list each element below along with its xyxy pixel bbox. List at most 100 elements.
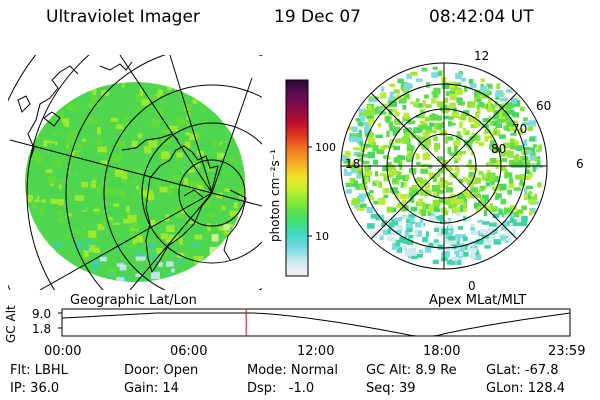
apex-lat-80: 80: [491, 142, 506, 156]
apex-aurora-speck: [453, 140, 461, 146]
apex-aurora-speck: [504, 117, 512, 121]
geo-aurora-speck: [157, 162, 166, 169]
geo-aurora-speck: [207, 213, 215, 218]
apex-aurora-speck: [528, 196, 535, 203]
geo-aurora-speck: [44, 262, 50, 267]
apex-aurora-speck: [480, 91, 485, 99]
apex-aurora-speck: [476, 108, 481, 115]
apex-aurora-speck: [493, 239, 502, 245]
apex-aurora-speck: [377, 198, 386, 205]
geo-aurora-speck: [122, 82, 126, 89]
geo-aurora-speck: [97, 126, 101, 135]
apex-aurora-speck: [398, 162, 403, 167]
apex-aurora-speck: [408, 247, 417, 254]
geo-aurora-image: [25, 82, 245, 282]
apex-aurora-speck: [437, 244, 444, 250]
apex-aurora-speck: [429, 243, 434, 247]
geo-aurora-speck: [129, 184, 133, 189]
apex-aurora-speck: [447, 146, 452, 154]
geo-aurora-speck: [233, 202, 238, 209]
apex-aurora-speck: [520, 181, 525, 186]
geo-aurora-speck: [67, 103, 74, 110]
apex-aurora-speck: [449, 103, 455, 109]
apex-aurora-speck: [525, 185, 534, 190]
apex-aurora-speck: [389, 100, 397, 108]
apex-aurora-speck: [453, 82, 462, 86]
apex-aurora-speck: [454, 145, 458, 153]
apex-aurora-speck: [451, 172, 458, 178]
geo-aurora-speck: [183, 119, 189, 126]
apex-aurora-speck: [358, 137, 363, 142]
geo-aurora-speck: [126, 205, 130, 213]
apex-aurora-speck: [483, 130, 492, 135]
apex-aurora-speck: [420, 136, 426, 143]
geo-aurora-speck: [66, 262, 71, 266]
apex-aurora-speck: [527, 192, 531, 199]
apex-aurora-speck: [521, 215, 528, 222]
apex-map: 12 18 6 0 60 70 80: [340, 49, 584, 293]
apex-aurora-speck: [461, 193, 466, 199]
geo-aurora-speck: [49, 151, 58, 155]
geo-aurora-speck: [193, 256, 204, 264]
apex-aurora-speck: [432, 176, 437, 182]
geo-aurora-speck: [139, 88, 144, 96]
apex-aurora-speck: [395, 138, 402, 144]
apex-aurora-speck: [510, 142, 518, 150]
apex-aurora-speck: [466, 192, 471, 199]
geo-aurora-speck: [47, 175, 57, 184]
apex-aurora-speck: [485, 178, 492, 182]
apex-aurora-speck: [420, 221, 424, 228]
coastlines: [17, 61, 247, 274]
apex-aurora-speck: [437, 123, 443, 130]
apex-aurora-speck: [407, 153, 414, 160]
apex-aurora-speck: [537, 144, 543, 152]
apex-aurora-speck: [502, 110, 510, 117]
apex-aurora-speck: [449, 238, 457, 245]
geo-aurora-speck: [52, 160, 62, 167]
apex-aurora-speck: [463, 215, 468, 222]
geo-aurora-speck: [57, 260, 62, 266]
apex-aurora-speck: [507, 106, 512, 110]
geo-aurora-speck: [174, 143, 178, 148]
apex-aurora-speck: [401, 137, 409, 144]
apex-aurora-speck: [490, 180, 495, 186]
apex-aurora-speck: [523, 117, 528, 122]
geo-aurora-speck: [138, 227, 145, 233]
apex-aurora-speck: [459, 251, 464, 257]
apex-aurora-speck: [455, 89, 463, 95]
geo-aurora-speck: [166, 261, 174, 267]
apex-aurora-speck: [489, 161, 496, 165]
apex-aurora-speck: [439, 104, 447, 111]
apex-aurora-speck: [500, 165, 507, 171]
apex-aurora-speck: [488, 102, 492, 109]
apex-aurora-speck: [381, 223, 386, 227]
geo-aurora-speck: [196, 150, 204, 156]
geo-aurora-speck: [141, 205, 147, 209]
apex-aurora-speck: [502, 142, 511, 149]
geo-aurora-speck: [241, 134, 245, 142]
apex-aurora-speck: [469, 254, 475, 259]
apex-aurora-speck: [474, 205, 481, 209]
geo-aurora-speck: [132, 222, 140, 230]
apex-aurora-speck: [468, 171, 474, 177]
geo-aurora-speck: [93, 176, 98, 180]
apex-aurora-speck: [345, 182, 353, 188]
apex-aurora-speck: [494, 100, 498, 108]
geo-aurora-speck: [48, 220, 53, 225]
geo-aurora-speck: [93, 247, 100, 254]
apex-aurora-speck: [409, 101, 418, 105]
apex-aurora-speck: [444, 97, 448, 103]
geo-aurora-speck: [41, 199, 46, 203]
geo-aurora-speck: [196, 92, 200, 97]
apex-aurora-speck: [341, 154, 349, 162]
apex-aurora-speck: [478, 102, 483, 108]
apex-aurora-speck: [404, 215, 410, 219]
apex-aurora-speck: [485, 162, 490, 167]
geo-aurora-speck: [121, 180, 129, 184]
geo-aurora-speck: [185, 132, 190, 136]
geo-aurora-speck: [135, 107, 145, 112]
apex-aurora-speck: [448, 235, 456, 241]
apex-aurora-speck: [358, 122, 364, 127]
geo-aurora-speck: [78, 144, 83, 152]
apex-aurora-speck: [392, 96, 398, 100]
